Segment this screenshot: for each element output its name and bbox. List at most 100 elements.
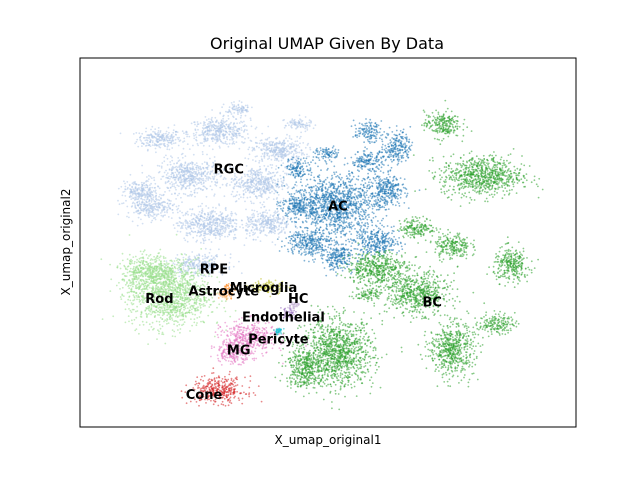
data-point <box>293 143 295 146</box>
data-point <box>226 131 229 134</box>
data-point <box>261 171 263 174</box>
data-point <box>191 161 194 164</box>
data-point <box>365 215 367 218</box>
data-point <box>151 215 154 218</box>
data-point <box>203 240 205 242</box>
data-point <box>225 119 228 122</box>
data-point <box>310 122 312 124</box>
data-point <box>395 177 398 180</box>
data-point <box>383 206 386 209</box>
data-point <box>364 146 366 149</box>
data-point <box>210 224 213 227</box>
data-point <box>171 209 174 211</box>
data-point <box>228 266 231 268</box>
data-point <box>210 229 213 231</box>
data-point <box>243 129 246 132</box>
data-point <box>298 151 301 154</box>
data-point <box>191 167 194 170</box>
data-point <box>151 144 154 147</box>
data-point <box>266 185 269 188</box>
data-point <box>269 214 272 217</box>
data-point <box>232 138 235 140</box>
data-point <box>282 215 284 218</box>
data-point <box>272 154 274 157</box>
data-point <box>246 185 249 187</box>
data-point <box>366 156 369 159</box>
data-point <box>324 187 327 189</box>
data-point <box>244 157 247 160</box>
data-point <box>212 211 214 213</box>
data-point <box>141 142 144 145</box>
data-point <box>364 182 367 185</box>
data-point <box>366 148 368 150</box>
data-point <box>154 147 157 150</box>
data-point <box>172 176 175 179</box>
data-point <box>144 186 147 189</box>
data-point <box>295 158 297 161</box>
data-point <box>222 137 225 140</box>
data-point <box>268 173 270 175</box>
data-point <box>330 217 333 220</box>
data-point <box>147 178 150 181</box>
data-point <box>236 129 239 132</box>
data-point <box>263 143 266 146</box>
data-point <box>179 230 182 233</box>
data-point <box>333 191 336 194</box>
data-point <box>232 179 235 182</box>
data-point <box>280 184 283 186</box>
data-point <box>393 184 396 187</box>
data-point <box>134 180 136 183</box>
data-point <box>178 140 181 143</box>
data-point <box>249 117 252 120</box>
data-point <box>248 153 251 156</box>
data-point <box>174 192 176 195</box>
data-point <box>212 214 215 217</box>
data-point <box>270 158 273 161</box>
data-point <box>299 181 302 184</box>
data-point <box>305 202 308 205</box>
data-point <box>354 187 357 190</box>
data-point <box>201 142 203 145</box>
data-point <box>252 191 254 194</box>
data-point <box>218 134 220 137</box>
data-point <box>266 212 269 214</box>
data-point <box>230 102 233 104</box>
data-point <box>363 186 366 189</box>
data-point <box>168 199 171 202</box>
data-point <box>222 216 225 219</box>
data-point <box>353 224 355 227</box>
data-point <box>145 142 148 144</box>
data-point <box>282 140 285 142</box>
data-point <box>201 179 204 182</box>
data-point <box>175 165 178 168</box>
data-point <box>184 155 187 158</box>
data-point <box>270 184 273 187</box>
data-point <box>318 232 321 234</box>
data-point <box>135 140 138 143</box>
data-point <box>359 206 362 209</box>
data-point <box>126 181 129 183</box>
data-point <box>367 204 370 207</box>
data-point <box>271 164 274 166</box>
data-point <box>134 205 137 208</box>
data-point <box>282 197 285 200</box>
data-point <box>249 119 252 122</box>
data-point <box>240 101 243 104</box>
data-point <box>378 206 381 209</box>
data-point <box>377 208 380 211</box>
data-point <box>253 182 256 185</box>
data-point <box>204 219 206 222</box>
data-point <box>207 164 210 167</box>
data-point <box>232 265 235 268</box>
data-point <box>191 251 194 253</box>
data-point <box>233 187 235 190</box>
data-point <box>142 201 145 204</box>
data-point <box>307 124 309 127</box>
data-point <box>257 173 260 176</box>
data-point <box>288 151 291 154</box>
data-point <box>172 139 175 142</box>
data-point <box>180 181 182 184</box>
data-point <box>396 197 399 200</box>
data-point <box>256 155 258 158</box>
data-point <box>143 184 146 187</box>
